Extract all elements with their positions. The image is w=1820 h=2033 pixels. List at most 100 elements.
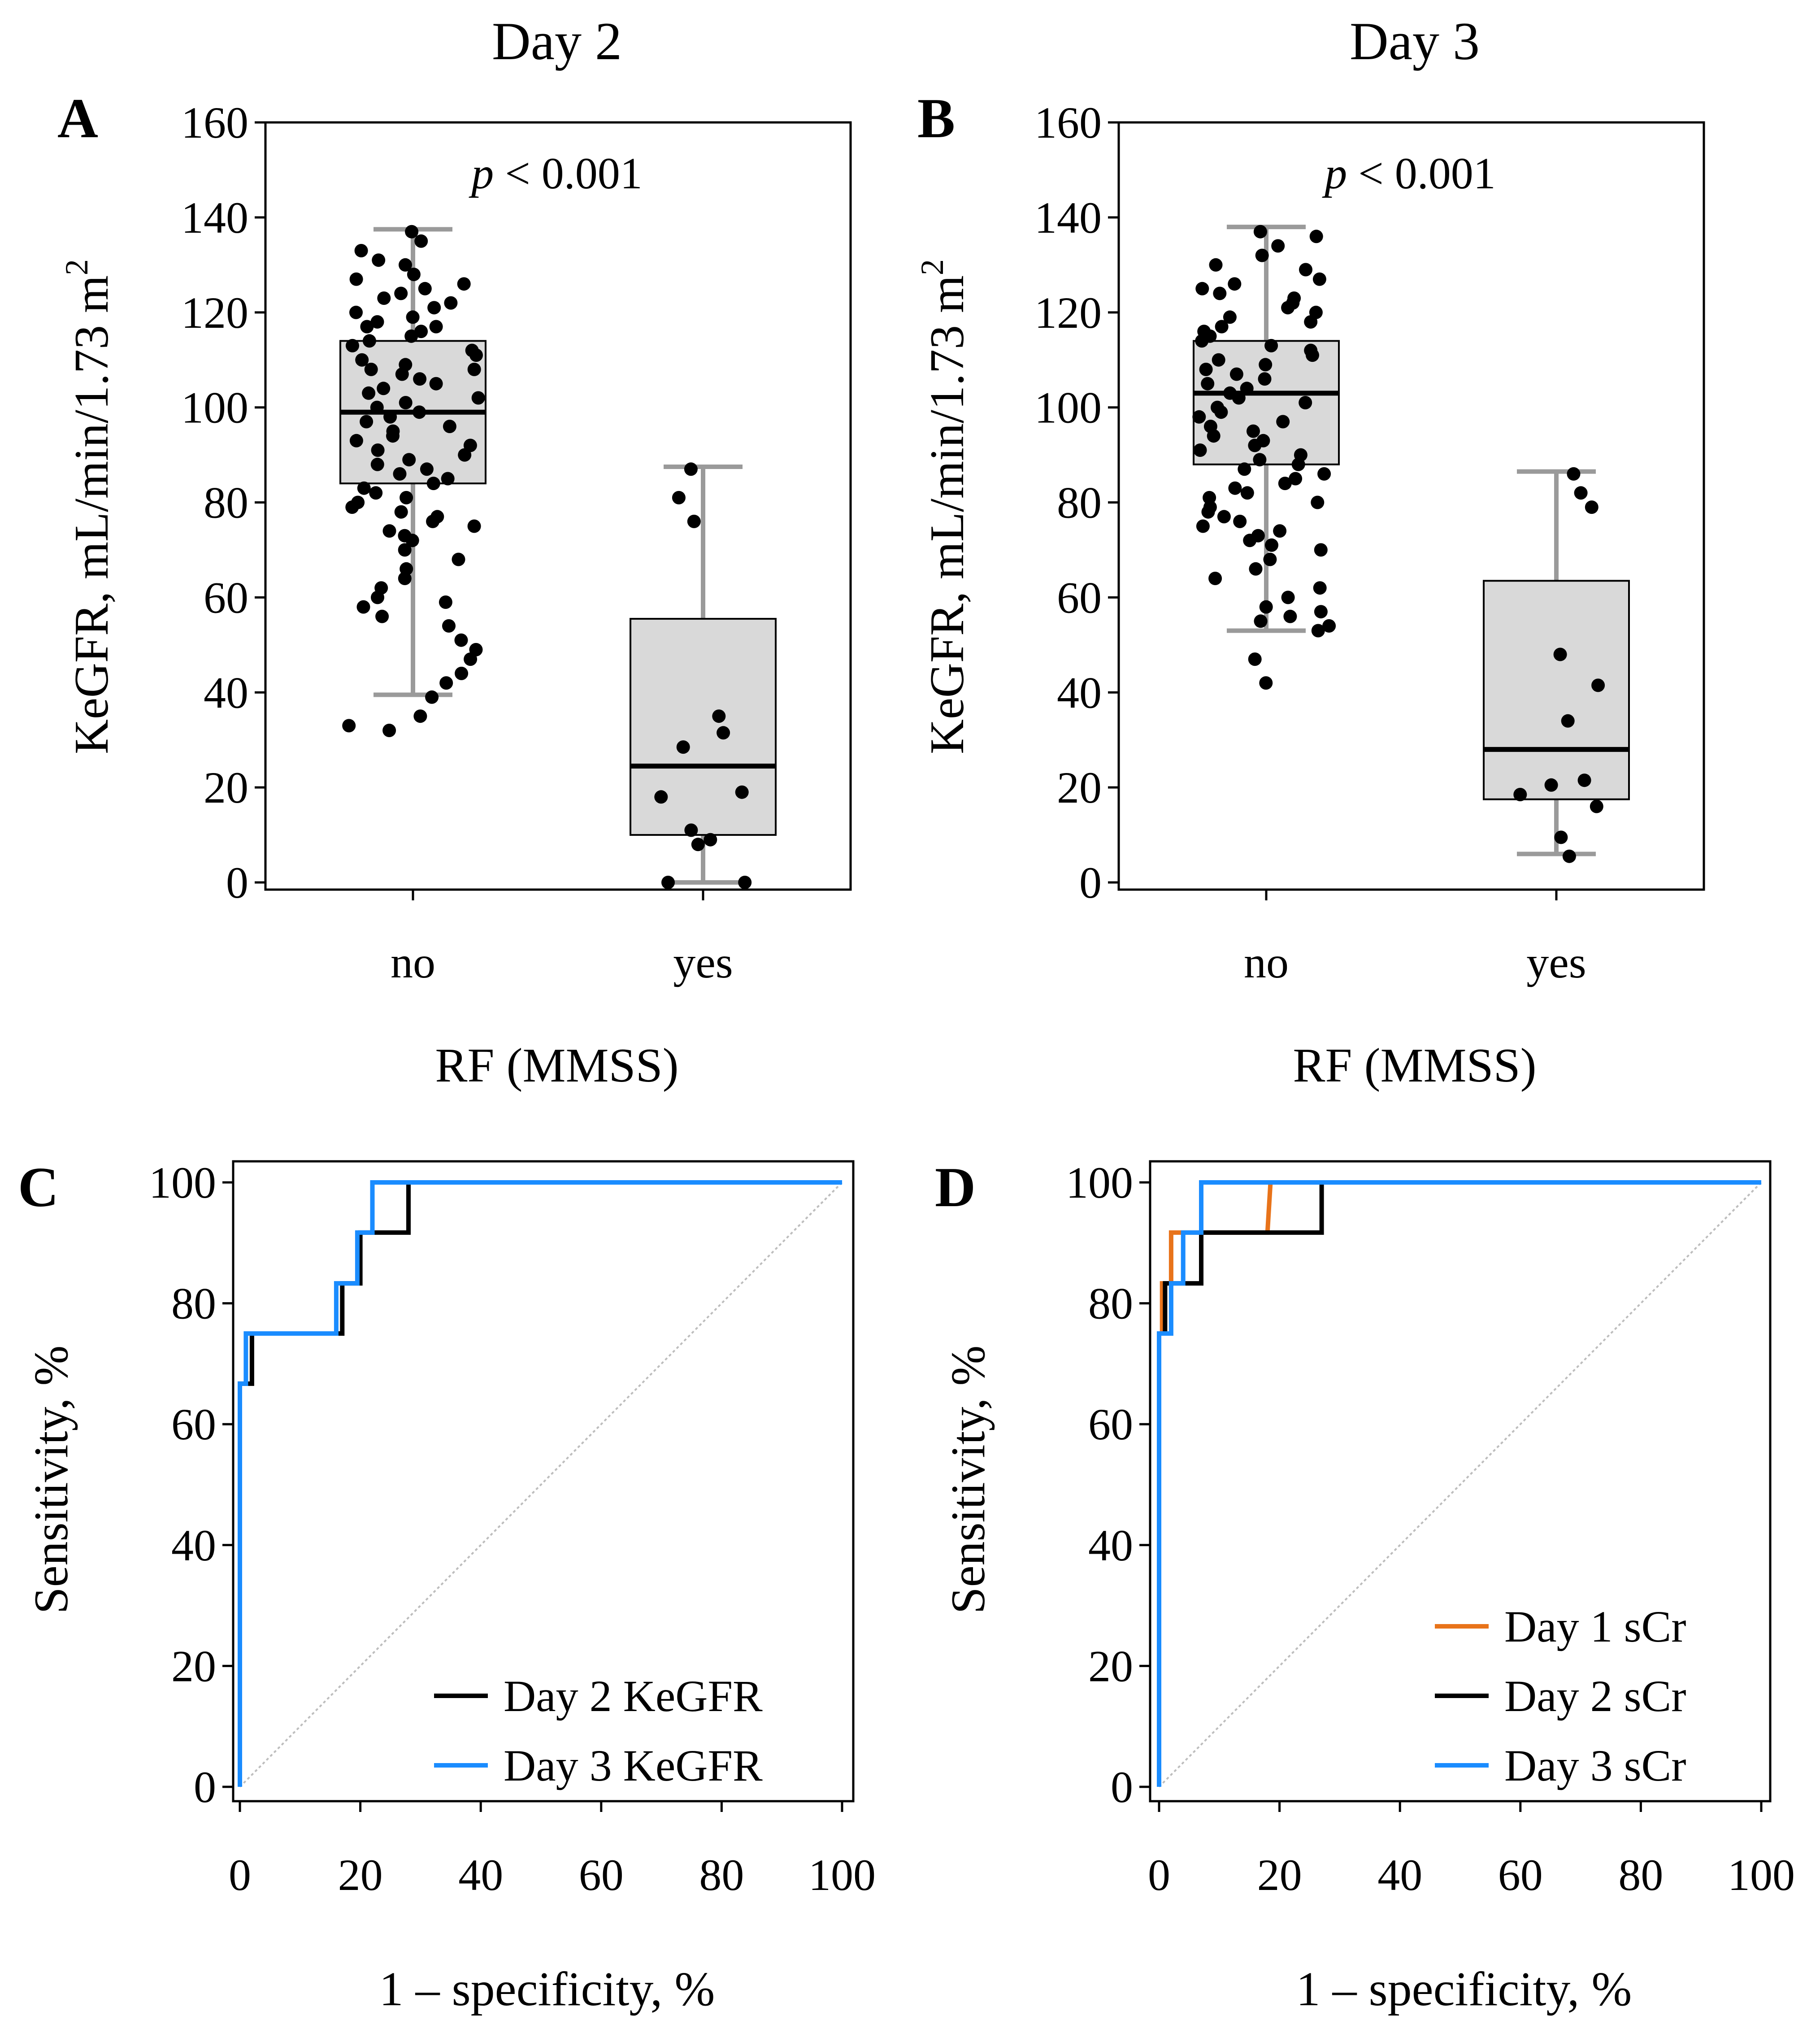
data-point bbox=[1259, 676, 1273, 690]
data-point bbox=[1544, 778, 1558, 792]
data-point bbox=[684, 462, 698, 476]
data-point bbox=[1574, 486, 1588, 500]
panel-d-x-tick-label: 80 bbox=[1618, 1850, 1663, 1900]
panel-c-y-tick-label: 100 bbox=[149, 1158, 216, 1208]
panel-b-y-axis-label: KeGFR, mL/min/1.73 m2 bbox=[914, 259, 974, 754]
data-point bbox=[395, 367, 409, 381]
data-point bbox=[1281, 591, 1295, 604]
legend-label: Day 3 KeGFR bbox=[504, 1741, 763, 1790]
panel-d-y-tick-label: 100 bbox=[1066, 1158, 1133, 1208]
data-point bbox=[439, 595, 452, 609]
panel-c-x-tick-label: 20 bbox=[338, 1850, 383, 1900]
data-point bbox=[1209, 258, 1223, 272]
panel-c-y-axis-label: Sensitivity, % bbox=[25, 1345, 78, 1614]
data-point bbox=[386, 429, 400, 443]
data-point bbox=[1304, 315, 1318, 329]
panel-b-y-tick-label: 60 bbox=[1057, 573, 1102, 622]
data-point bbox=[1278, 477, 1292, 491]
panel-a: Day 2 A 0 20 40 60 80 100 120 140 160 no yes p < … bbox=[57, 11, 852, 1092]
data-point bbox=[371, 591, 384, 604]
panel-a-p-italic: p bbox=[469, 148, 494, 198]
data-point bbox=[1248, 652, 1262, 666]
panel-a-plot-frame bbox=[264, 121, 852, 891]
data-point bbox=[349, 305, 363, 319]
legend-label: Day 2 KeGFR bbox=[504, 1671, 763, 1721]
data-point bbox=[1313, 581, 1327, 595]
panel-b-title: Day 3 bbox=[1350, 11, 1480, 71]
data-point bbox=[1311, 495, 1325, 509]
data-point bbox=[429, 377, 443, 391]
data-point bbox=[464, 652, 478, 666]
data-point bbox=[1249, 562, 1263, 576]
data-point bbox=[398, 543, 412, 557]
panel-b-y-tick-label: 120 bbox=[1034, 288, 1102, 338]
data-point bbox=[429, 320, 443, 334]
data-point bbox=[393, 467, 407, 481]
panel-b-y-tick-label: 20 bbox=[1057, 763, 1102, 812]
data-point bbox=[1229, 367, 1243, 381]
panel-c-y-ticks: 0 20 40 60 80 100 bbox=[149, 1158, 233, 1812]
panel-b-x-axis-label: RF (MMSS) bbox=[1293, 1039, 1536, 1092]
data-point bbox=[1554, 830, 1568, 844]
panel-a-y-tick-label: 20 bbox=[204, 763, 248, 812]
panel-b-points bbox=[1192, 225, 1605, 863]
data-point bbox=[355, 353, 369, 367]
panel-c-legend: Day 2 KeGFR Day 3 KeGFR bbox=[434, 1671, 763, 1790]
data-point bbox=[398, 572, 412, 585]
panel-b-y-tick-label: 0 bbox=[1079, 858, 1102, 908]
panel-d-y-tick-label: 20 bbox=[1088, 1641, 1133, 1691]
panel-b-x-ticks: no yes bbox=[1244, 890, 1586, 987]
panel-c-x-ticks: 0 20 40 60 80 100 bbox=[229, 1801, 876, 1900]
data-point bbox=[370, 400, 384, 414]
data-point bbox=[394, 505, 408, 519]
panel-c-plot-frame bbox=[232, 1160, 855, 1803]
data-point bbox=[1322, 619, 1336, 633]
data-point bbox=[1317, 467, 1331, 481]
box-iqr bbox=[1483, 580, 1630, 800]
panel-a-p-text: < 0.001 bbox=[494, 148, 642, 198]
data-point bbox=[1306, 348, 1319, 362]
data-point bbox=[394, 287, 408, 300]
data-point bbox=[672, 491, 686, 504]
panel-c-x-tick-label: 80 bbox=[699, 1850, 744, 1900]
panel-d-y-tick-label: 60 bbox=[1088, 1399, 1133, 1449]
reference-diagonal-line bbox=[1158, 1182, 1762, 1788]
data-point bbox=[413, 372, 427, 386]
data-point bbox=[1232, 391, 1246, 405]
panel-a-title: Day 2 bbox=[492, 11, 622, 71]
data-point bbox=[439, 676, 453, 690]
panel-c-y-tick-label: 60 bbox=[171, 1399, 216, 1449]
panel-c-y-tick-label: 0 bbox=[194, 1762, 216, 1812]
data-point bbox=[345, 500, 359, 514]
data-point bbox=[1259, 600, 1273, 614]
data-point bbox=[362, 334, 376, 348]
data-point bbox=[1207, 429, 1221, 443]
data-point bbox=[400, 491, 413, 504]
panel-d-y-ticks: 0 20 40 60 80 100 bbox=[1066, 1158, 1150, 1812]
panel-a-y-axis-label: KeGFR, mL/min/1.73 m2 bbox=[59, 259, 118, 754]
panel-b-y-tick-label: 80 bbox=[1057, 478, 1102, 528]
legend-label: Day 3 sCr bbox=[1504, 1741, 1686, 1790]
data-point bbox=[1228, 277, 1242, 291]
panel-b-y-tick-label: 140 bbox=[1034, 193, 1102, 243]
data-point bbox=[691, 838, 705, 851]
data-point bbox=[375, 609, 389, 623]
data-point bbox=[1561, 714, 1575, 728]
data-point bbox=[377, 382, 391, 395]
data-point bbox=[1255, 248, 1269, 262]
panel-a-y-ticks: 0 20 40 60 80 100 120 140 160 bbox=[181, 98, 265, 908]
panel-b-y-tick-label: 40 bbox=[1057, 668, 1102, 717]
panel-a-y-tick-label: 100 bbox=[181, 383, 248, 433]
data-point bbox=[382, 524, 396, 538]
panel-d-roc-lines bbox=[1157, 1180, 1762, 1788]
panel-a-points bbox=[342, 225, 752, 889]
panel-d-y-tick-label: 80 bbox=[1088, 1279, 1133, 1329]
data-point bbox=[704, 833, 717, 847]
data-point bbox=[467, 519, 481, 533]
data-point bbox=[407, 268, 421, 281]
data-point bbox=[1513, 788, 1527, 801]
data-point bbox=[1238, 462, 1251, 476]
panel-b-p-value: p < 0.001 bbox=[1322, 148, 1495, 198]
panel-a-letter: A bbox=[57, 87, 98, 150]
